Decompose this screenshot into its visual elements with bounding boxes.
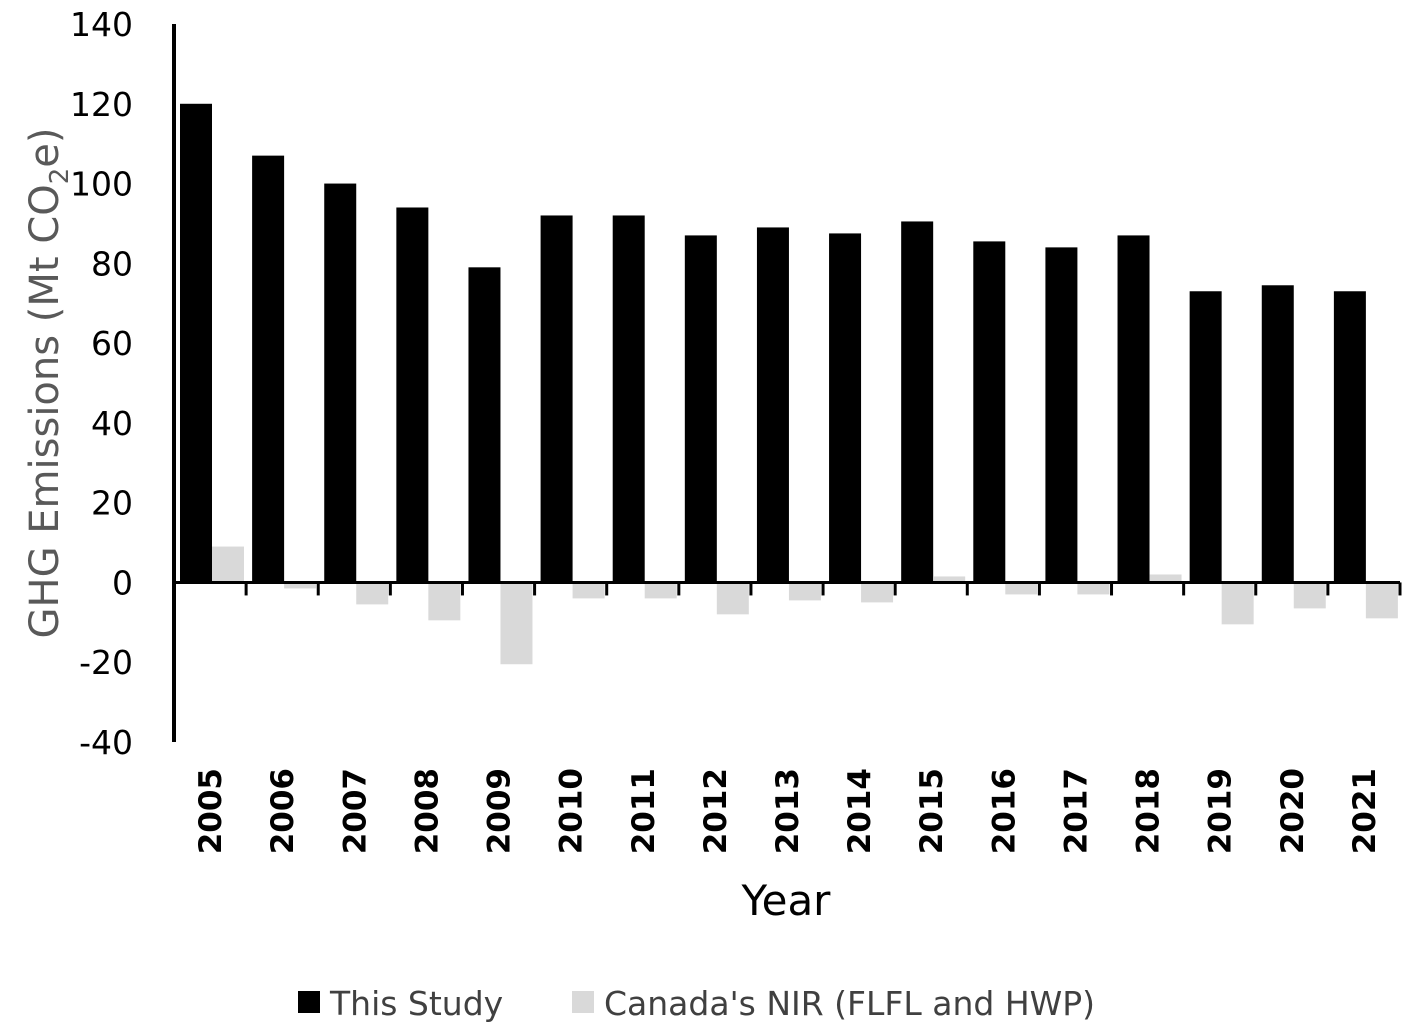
bar-this-study-2017: [1045, 247, 1078, 583]
x-tick-label-2005: 2005: [193, 768, 229, 854]
bar-this-study-2013: [756, 227, 789, 583]
x-tick-label-2011: 2011: [626, 768, 662, 854]
x-tick-label-2012: 2012: [698, 768, 734, 854]
legend-swatch-this-study: [298, 991, 320, 1013]
bar-canada-nir-2015: [933, 576, 966, 583]
x-tick-label-2006: 2006: [265, 768, 301, 854]
bar-this-study-2016: [973, 241, 1006, 583]
y-tick-label: -20: [79, 643, 133, 682]
legend-label-this-study: This Study: [329, 984, 503, 1023]
bar-this-study-2015: [901, 221, 934, 583]
bar-this-study-2020: [1261, 285, 1294, 583]
bar-canada-nir-2006: [284, 582, 317, 589]
bar-canada-nir-2016: [1005, 582, 1038, 595]
bar-this-study-2010: [540, 215, 573, 583]
bar-this-study-2019: [1189, 291, 1222, 583]
bar-canada-nir-2011: [644, 582, 677, 599]
x-tick-label-2020: 2020: [1275, 768, 1311, 854]
y-axis-title: GHG Emissions (Mt CO2e): [22, 127, 75, 638]
bar-canada-nir-2019: [1221, 582, 1254, 625]
x-tick-label-2008: 2008: [409, 768, 445, 854]
bar-this-study-2008: [396, 207, 429, 583]
bar-canada-nir-2012: [716, 582, 749, 615]
bar-this-study-2014: [829, 233, 862, 583]
y-tick-label: 60: [91, 324, 133, 363]
axes-group: [172, 24, 1402, 742]
bars-group: [180, 103, 1398, 665]
bar-canada-nir-2008: [428, 582, 461, 621]
y-axis-title-end: e): [22, 127, 68, 167]
bar-canada-nir-2020: [1293, 582, 1326, 609]
bar-canada-nir-2005: [212, 546, 244, 583]
x-tick-label-2009: 2009: [482, 768, 518, 854]
x-tick-label-2016: 2016: [986, 768, 1022, 854]
bar-this-study-2005: [180, 103, 212, 583]
x-tick-label-2015: 2015: [914, 768, 950, 854]
x-tick-label-2010: 2010: [554, 768, 590, 854]
x-tick-label-2018: 2018: [1131, 768, 1167, 854]
bar-canada-nir-2013: [788, 582, 821, 601]
y-tick-label: 140: [70, 5, 133, 44]
legend-swatch-canada-nir: [572, 991, 594, 1013]
bar-canada-nir-2017: [1077, 582, 1110, 595]
y-tick-label: 20: [91, 484, 133, 523]
y-tick-label: -40: [79, 723, 133, 762]
y-tick-label: 80: [91, 244, 133, 283]
bar-canada-nir-2009: [500, 582, 533, 665]
y-tick-label: 40: [91, 404, 133, 443]
legend: This Study Canada's NIR (FLFL and HWP): [298, 984, 1095, 1023]
bar-canada-nir-2018: [1149, 574, 1182, 583]
legend-label-canada-nir: Canada's NIR (FLFL and HWP): [604, 984, 1095, 1023]
y-tick-label: 120: [70, 85, 133, 124]
x-tick-labels: 2005 2006 2007 2008 2009 2010 2011 2012 2013 2014…: [193, 768, 1383, 854]
x-tick-label-2019: 2019: [1203, 768, 1239, 854]
bar-canada-nir-2007: [356, 582, 389, 605]
y-tick-labels: -40 -20 0 20 40 60 80 100 120 140: [70, 5, 133, 762]
bar-this-study-2011: [612, 215, 645, 583]
x-tick-label-2014: 2014: [842, 768, 878, 854]
x-tick-label-2013: 2013: [770, 768, 806, 854]
x-tick-label-2017: 2017: [1058, 768, 1094, 854]
bar-this-study-2021: [1333, 291, 1366, 583]
bar-canada-nir-2014: [861, 582, 894, 603]
bar-canada-nir-2010: [572, 582, 605, 599]
bar-canada-nir-2021: [1365, 582, 1398, 619]
bar-this-study-2006: [252, 155, 285, 583]
x-axis-title: Year: [741, 876, 832, 925]
y-tick-label: 0: [112, 563, 133, 602]
y-tick-label: 100: [70, 165, 133, 204]
x-tick-label-2021: 2021: [1347, 768, 1383, 854]
bar-this-study-2012: [684, 235, 717, 583]
bar-this-study-2007: [324, 183, 357, 583]
x-tick-label-2007: 2007: [337, 768, 373, 854]
y-axis-title-main: GHG Emissions (Mt CO: [22, 184, 68, 638]
bar-this-study-2009: [468, 267, 501, 583]
y-axis-title-subscript: 2: [45, 168, 75, 185]
bar-this-study-2018: [1117, 235, 1150, 583]
